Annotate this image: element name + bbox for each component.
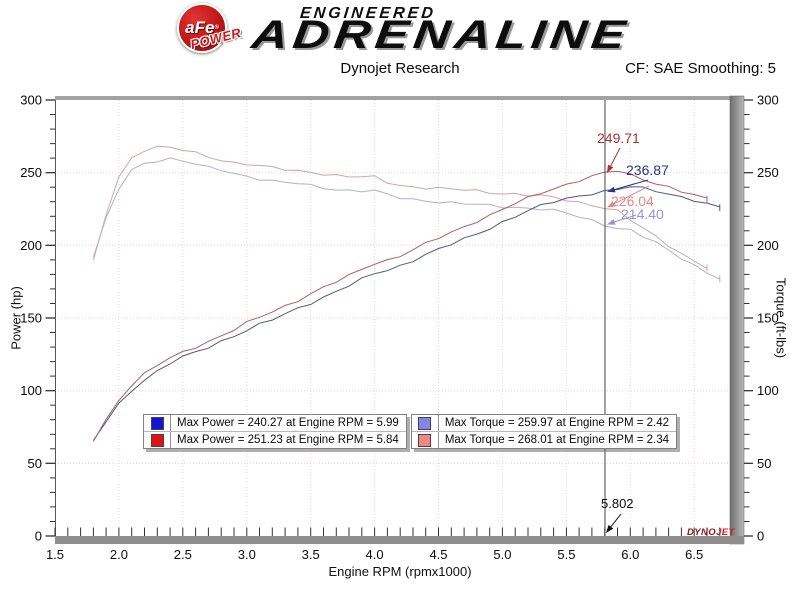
annotation-arrow-head: [606, 219, 616, 225]
annotation-arrow-head: [605, 524, 614, 533]
legend: Max Power = 240.27 at Engine RPM = 5.99 …: [143, 414, 678, 449]
cursor-value-label: 236.87: [626, 162, 669, 178]
dynojet-logo: DYNOJET: [687, 527, 735, 538]
legend-row: Max Power = 240.27 at Engine RPM = 5.99: [144, 415, 406, 431]
annotation-arrow-line: [613, 185, 650, 205]
x-tick-label: 1.5: [46, 547, 64, 562]
series-torque: [92, 157, 721, 280]
torque-run1-swatch: [418, 416, 432, 430]
x-tick-label: 4.5: [429, 547, 447, 562]
x-tick-label: 2.0: [110, 547, 128, 562]
y-tick-label-left: 150: [20, 311, 42, 326]
afe-logo-text: aFe: [185, 18, 215, 37]
annotation-arrow-line: [610, 147, 621, 167]
legend-row: Max Torque = 259.97 at Engine RPM = 2.42: [412, 415, 676, 431]
cursor-rpm-label: 5.802: [601, 496, 634, 511]
afe-logo-badge: aFe ®: [177, 3, 227, 53]
y-tick-label-right: 0: [757, 529, 764, 544]
power-run2-swatch: [150, 433, 164, 447]
legend-box-power: Max Power = 240.27 at Engine RPM = 5.99 …: [143, 414, 407, 449]
legend-entry-text: Max Torque = 268.01 at Engine RPM = 2.34: [444, 434, 670, 446]
annotation-arrow-head: [606, 164, 614, 174]
series-power: [92, 186, 720, 441]
x-tick-label: 2.5: [174, 547, 192, 562]
torque-run2-swatch: [418, 433, 432, 447]
power-run1-swatch: [150, 416, 164, 430]
annotation-arrow-line: [610, 513, 622, 528]
legend-row: Max Torque = 268.01 at Engine RPM = 2.34: [411, 431, 677, 448]
y-tick-label-left: 100: [20, 383, 42, 398]
legend-row: Max Power = 251.23 at Engine RPM = 5.84: [144, 431, 406, 448]
annotation-arrow-line: [614, 179, 649, 190]
legend-entry-text: Max Power = 240.27 at Engine RPM = 5.99: [177, 417, 399, 429]
y-tick-label-left: 250: [20, 165, 42, 180]
logo-engineered-text: ENGINEERED: [299, 5, 437, 22]
y-tick-label-left: 50: [28, 456, 42, 471]
top-axis-bar: [55, 96, 744, 100]
legend-entry-text: Max Power = 251.23 at Engine RPM = 5.84: [177, 434, 399, 446]
swatch-cell: [412, 432, 439, 448]
y-tick-label-right: 150: [757, 311, 779, 326]
smoothing-setting-label: CF: SAE Smoothing: 5: [625, 60, 776, 77]
registered-mark: ®: [214, 25, 219, 31]
annotation-arrow-line: [614, 214, 637, 223]
x-axis-title: Engine RPM (rpmx1000): [328, 564, 472, 579]
swatch-cell: [144, 432, 171, 448]
x-tick-label: 5.5: [557, 547, 575, 562]
annotation-arrow-head: [606, 201, 616, 208]
legend-entry-text: Max Torque = 259.97 at Engine RPM = 2.42: [444, 417, 670, 429]
y-tick-label-right: 200: [757, 238, 779, 253]
x-tick-label: 6.0: [621, 547, 639, 562]
chart-title: Dynojet Research: [340, 60, 460, 77]
legend-box-torque: Max Torque = 259.97 at Engine RPM = 2.42…: [410, 414, 678, 449]
x-tick-label: 6.5: [685, 547, 703, 562]
y-tick-label-left: 0: [35, 529, 42, 544]
cursor-value-label: 214.40: [621, 206, 664, 222]
right-axis-bar: [729, 95, 745, 545]
y-tick-label-right: 300: [757, 93, 779, 108]
dynojet-logo-part1: DYNO: [687, 527, 717, 538]
swatch-cell: [144, 415, 171, 431]
cursor-value-label: 226.04: [611, 193, 654, 209]
swatch-cell: [412, 415, 439, 431]
y-tick-label-right: 50: [757, 456, 771, 471]
series-power: [92, 170, 708, 442]
x-tick-label: 3.5: [302, 547, 320, 562]
x-tick-label: 4.0: [366, 547, 384, 562]
y-tick-label-left: 300: [20, 93, 42, 108]
annotation-arrow-head: [606, 186, 616, 193]
x-tick-label: 3.0: [238, 547, 256, 562]
x-tick-label: 5.0: [493, 547, 511, 562]
y-tick-label-left: 200: [20, 238, 42, 253]
y-tick-label-right: 250: [757, 165, 779, 180]
dynojet-logo-part2: JET: [716, 527, 735, 538]
bottom-axis-bar: [55, 536, 744, 544]
y-tick-label-right: 100: [757, 383, 779, 398]
cursor-value-label: 249.71: [597, 130, 640, 146]
